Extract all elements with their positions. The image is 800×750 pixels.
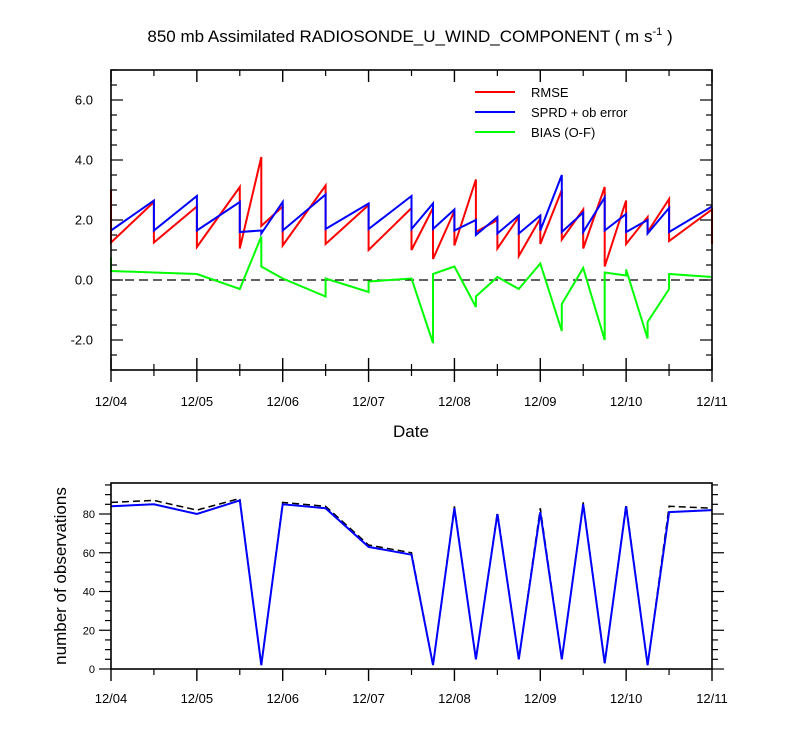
- bottom-x-tick-label-12-08: 12/08: [438, 691, 471, 706]
- top-plot-frame: [110, 69, 713, 371]
- x-axis-title: Date: [393, 422, 429, 441]
- legend-label-rmse: RMSE: [531, 85, 569, 100]
- top-y-tick-label-2-0: -2.0: [71, 333, 93, 348]
- series-line-sprd-ob-error: [110, 174, 713, 238]
- bottom-x-tick-label-12-11: 12/11: [696, 691, 728, 706]
- top-x-tick-label-12-09: 12/09: [524, 394, 557, 409]
- bottom-y-tick-label-40: 40: [83, 587, 95, 599]
- bottom-x-tick-label-12-09: 12/09: [524, 691, 557, 706]
- bottom-x-tick-label-12-07: 12/07: [352, 691, 385, 706]
- chart-title-exponent: -1: [652, 26, 662, 38]
- top-y-tick-label-4-0: 4.0: [75, 153, 93, 168]
- top-x-tick-label-12-11: 12/11: [696, 394, 728, 409]
- top-x-tick-label-12-08: 12/08: [438, 394, 471, 409]
- top-y-tick-label-6-0: 6.0: [75, 93, 93, 108]
- bottom-x-tick-label-12-05: 12/05: [181, 691, 214, 706]
- top-x-tick-label-12-06: 12/06: [266, 394, 299, 409]
- series-line-rmse: [110, 156, 713, 267]
- bottom-y-tick-label-80: 80: [83, 509, 95, 521]
- legend: RMSE SPRD + ob error BIAS (O-F): [475, 85, 628, 140]
- bottom-y-tick-label-20: 20: [83, 625, 95, 637]
- chart-title-text: 850 mb Assimilated RADIOSONDE_U_WIND_COM…: [147, 27, 652, 46]
- top-x-tick-label-12-10: 12/10: [610, 394, 643, 409]
- bottom-panel: 12/04 12/05 12/06 12/07 12/08 12/09 12/10 12/11…: [51, 482, 728, 706]
- series-line-assimilated-observations: [110, 499, 713, 666]
- legend-label-sprd: SPRD + ob error: [531, 105, 628, 120]
- bottom-y-tick-label-0: 0: [89, 664, 95, 676]
- top-x-tick-label-12-05: 12/05: [181, 394, 214, 409]
- top-x-tick-label-12-04: 12/04: [95, 394, 128, 409]
- top-panel: 12/04 12/05 12/06 12/07 12/08 12/09 12/10 12/11…: [71, 69, 728, 441]
- top-y-tick-label-2-0: 2.0: [75, 213, 93, 228]
- bottom-x-tick-label-12-10: 12/10: [610, 691, 643, 706]
- legend-label-bias: BIAS (O-F): [531, 125, 595, 140]
- bottom-plot-frame: [110, 482, 713, 670]
- series-line-bias-o-f: [110, 236, 713, 344]
- series-line-possible-observations: [110, 497, 713, 666]
- bottom-y-tick-label-60: 60: [83, 548, 95, 560]
- chart-title-close: ): [662, 27, 672, 46]
- y-axis-title: number of observations: [51, 487, 70, 665]
- bottom-x-tick-label-12-06: 12/06: [266, 691, 299, 706]
- top-y-tick-label-0-0: 0.0: [75, 273, 93, 288]
- chart-title: 850 mb Assimilated RADIOSONDE_U_WIND_COM…: [147, 26, 672, 46]
- top-x-tick-label-12-07: 12/07: [352, 394, 385, 409]
- bottom-x-tick-label-12-04: 12/04: [95, 691, 128, 706]
